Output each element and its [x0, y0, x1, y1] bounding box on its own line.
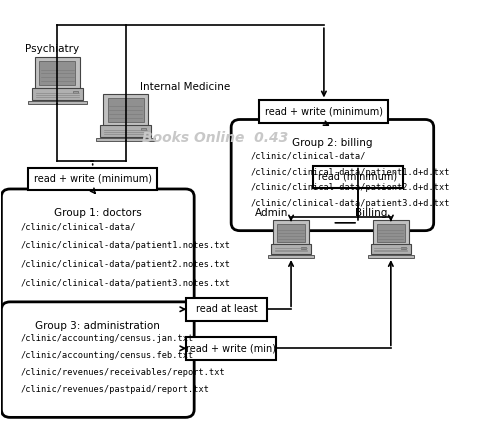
FancyBboxPatch shape: [96, 138, 155, 141]
FancyBboxPatch shape: [32, 88, 82, 100]
Text: /clinic/revenues/pastpaid/report.txt: /clinic/revenues/pastpaid/report.txt: [21, 385, 210, 394]
FancyBboxPatch shape: [35, 57, 80, 90]
Bar: [73, 91, 78, 94]
FancyBboxPatch shape: [373, 220, 408, 246]
Text: read (minimum): read (minimum): [318, 172, 398, 182]
Bar: [401, 246, 406, 249]
Text: /clinic/clinical-data/patient3.notes.txt: /clinic/clinical-data/patient3.notes.txt: [21, 279, 231, 288]
Text: /clinic/clinical-data/patient3.d+d.txt: /clinic/clinical-data/patient3.d+d.txt: [250, 199, 450, 208]
FancyBboxPatch shape: [108, 98, 144, 122]
FancyBboxPatch shape: [368, 255, 414, 257]
Text: Books Online  0.43: Books Online 0.43: [142, 131, 288, 145]
Text: Group 1: doctors: Group 1: doctors: [54, 208, 142, 218]
Text: /clinic/clinical-data/patient2.notes.txt: /clinic/clinical-data/patient2.notes.txt: [21, 260, 231, 269]
Text: /clinic/accounting/census.jan.txt: /clinic/accounting/census.jan.txt: [21, 334, 194, 343]
Text: Admin: Admin: [255, 208, 288, 218]
FancyBboxPatch shape: [2, 189, 194, 313]
Bar: [313, 166, 403, 188]
FancyBboxPatch shape: [40, 62, 76, 86]
Text: Group 3: administration: Group 3: administration: [36, 321, 160, 330]
Bar: [186, 298, 266, 321]
Text: /clinic/clinical-data/: /clinic/clinical-data/: [21, 222, 136, 232]
Text: Internal Medicine: Internal Medicine: [140, 82, 230, 92]
Bar: [141, 128, 146, 130]
FancyBboxPatch shape: [103, 94, 148, 126]
Text: read at least: read at least: [196, 304, 258, 314]
Text: Psychiatry: Psychiatry: [26, 44, 80, 54]
Bar: [260, 101, 388, 123]
Bar: [186, 337, 276, 360]
Text: Billing: Billing: [355, 208, 388, 218]
FancyBboxPatch shape: [268, 255, 314, 257]
Bar: [301, 246, 306, 249]
FancyBboxPatch shape: [377, 224, 405, 243]
Text: read + write (minimum): read + write (minimum): [34, 174, 152, 184]
FancyBboxPatch shape: [272, 244, 311, 254]
Bar: [28, 168, 157, 190]
FancyBboxPatch shape: [231, 119, 434, 231]
FancyBboxPatch shape: [100, 125, 151, 137]
Text: /clinic/revenues/receivables/report.txt: /clinic/revenues/receivables/report.txt: [21, 368, 226, 377]
Text: /clinic/clinical-data/patient2.d+d.txt: /clinic/clinical-data/patient2.d+d.txt: [250, 184, 450, 192]
FancyBboxPatch shape: [2, 302, 194, 417]
Text: read + write (min): read + write (min): [186, 343, 276, 354]
Text: /clinic/accounting/census.feb.txt: /clinic/accounting/census.feb.txt: [21, 351, 194, 361]
Text: read + write (minimum): read + write (minimum): [265, 107, 383, 117]
FancyBboxPatch shape: [371, 244, 410, 254]
Text: /clinic/clinical-data/patient1.d+d.txt: /clinic/clinical-data/patient1.d+d.txt: [250, 167, 450, 177]
FancyBboxPatch shape: [28, 101, 87, 104]
Text: /clinic/clinical-data/: /clinic/clinical-data/: [250, 152, 366, 161]
FancyBboxPatch shape: [277, 224, 305, 243]
FancyBboxPatch shape: [273, 220, 309, 246]
Text: Group 2: billing: Group 2: billing: [292, 138, 372, 148]
Text: /clinic/clinical-data/patient1.notes.txt: /clinic/clinical-data/patient1.notes.txt: [21, 241, 231, 250]
